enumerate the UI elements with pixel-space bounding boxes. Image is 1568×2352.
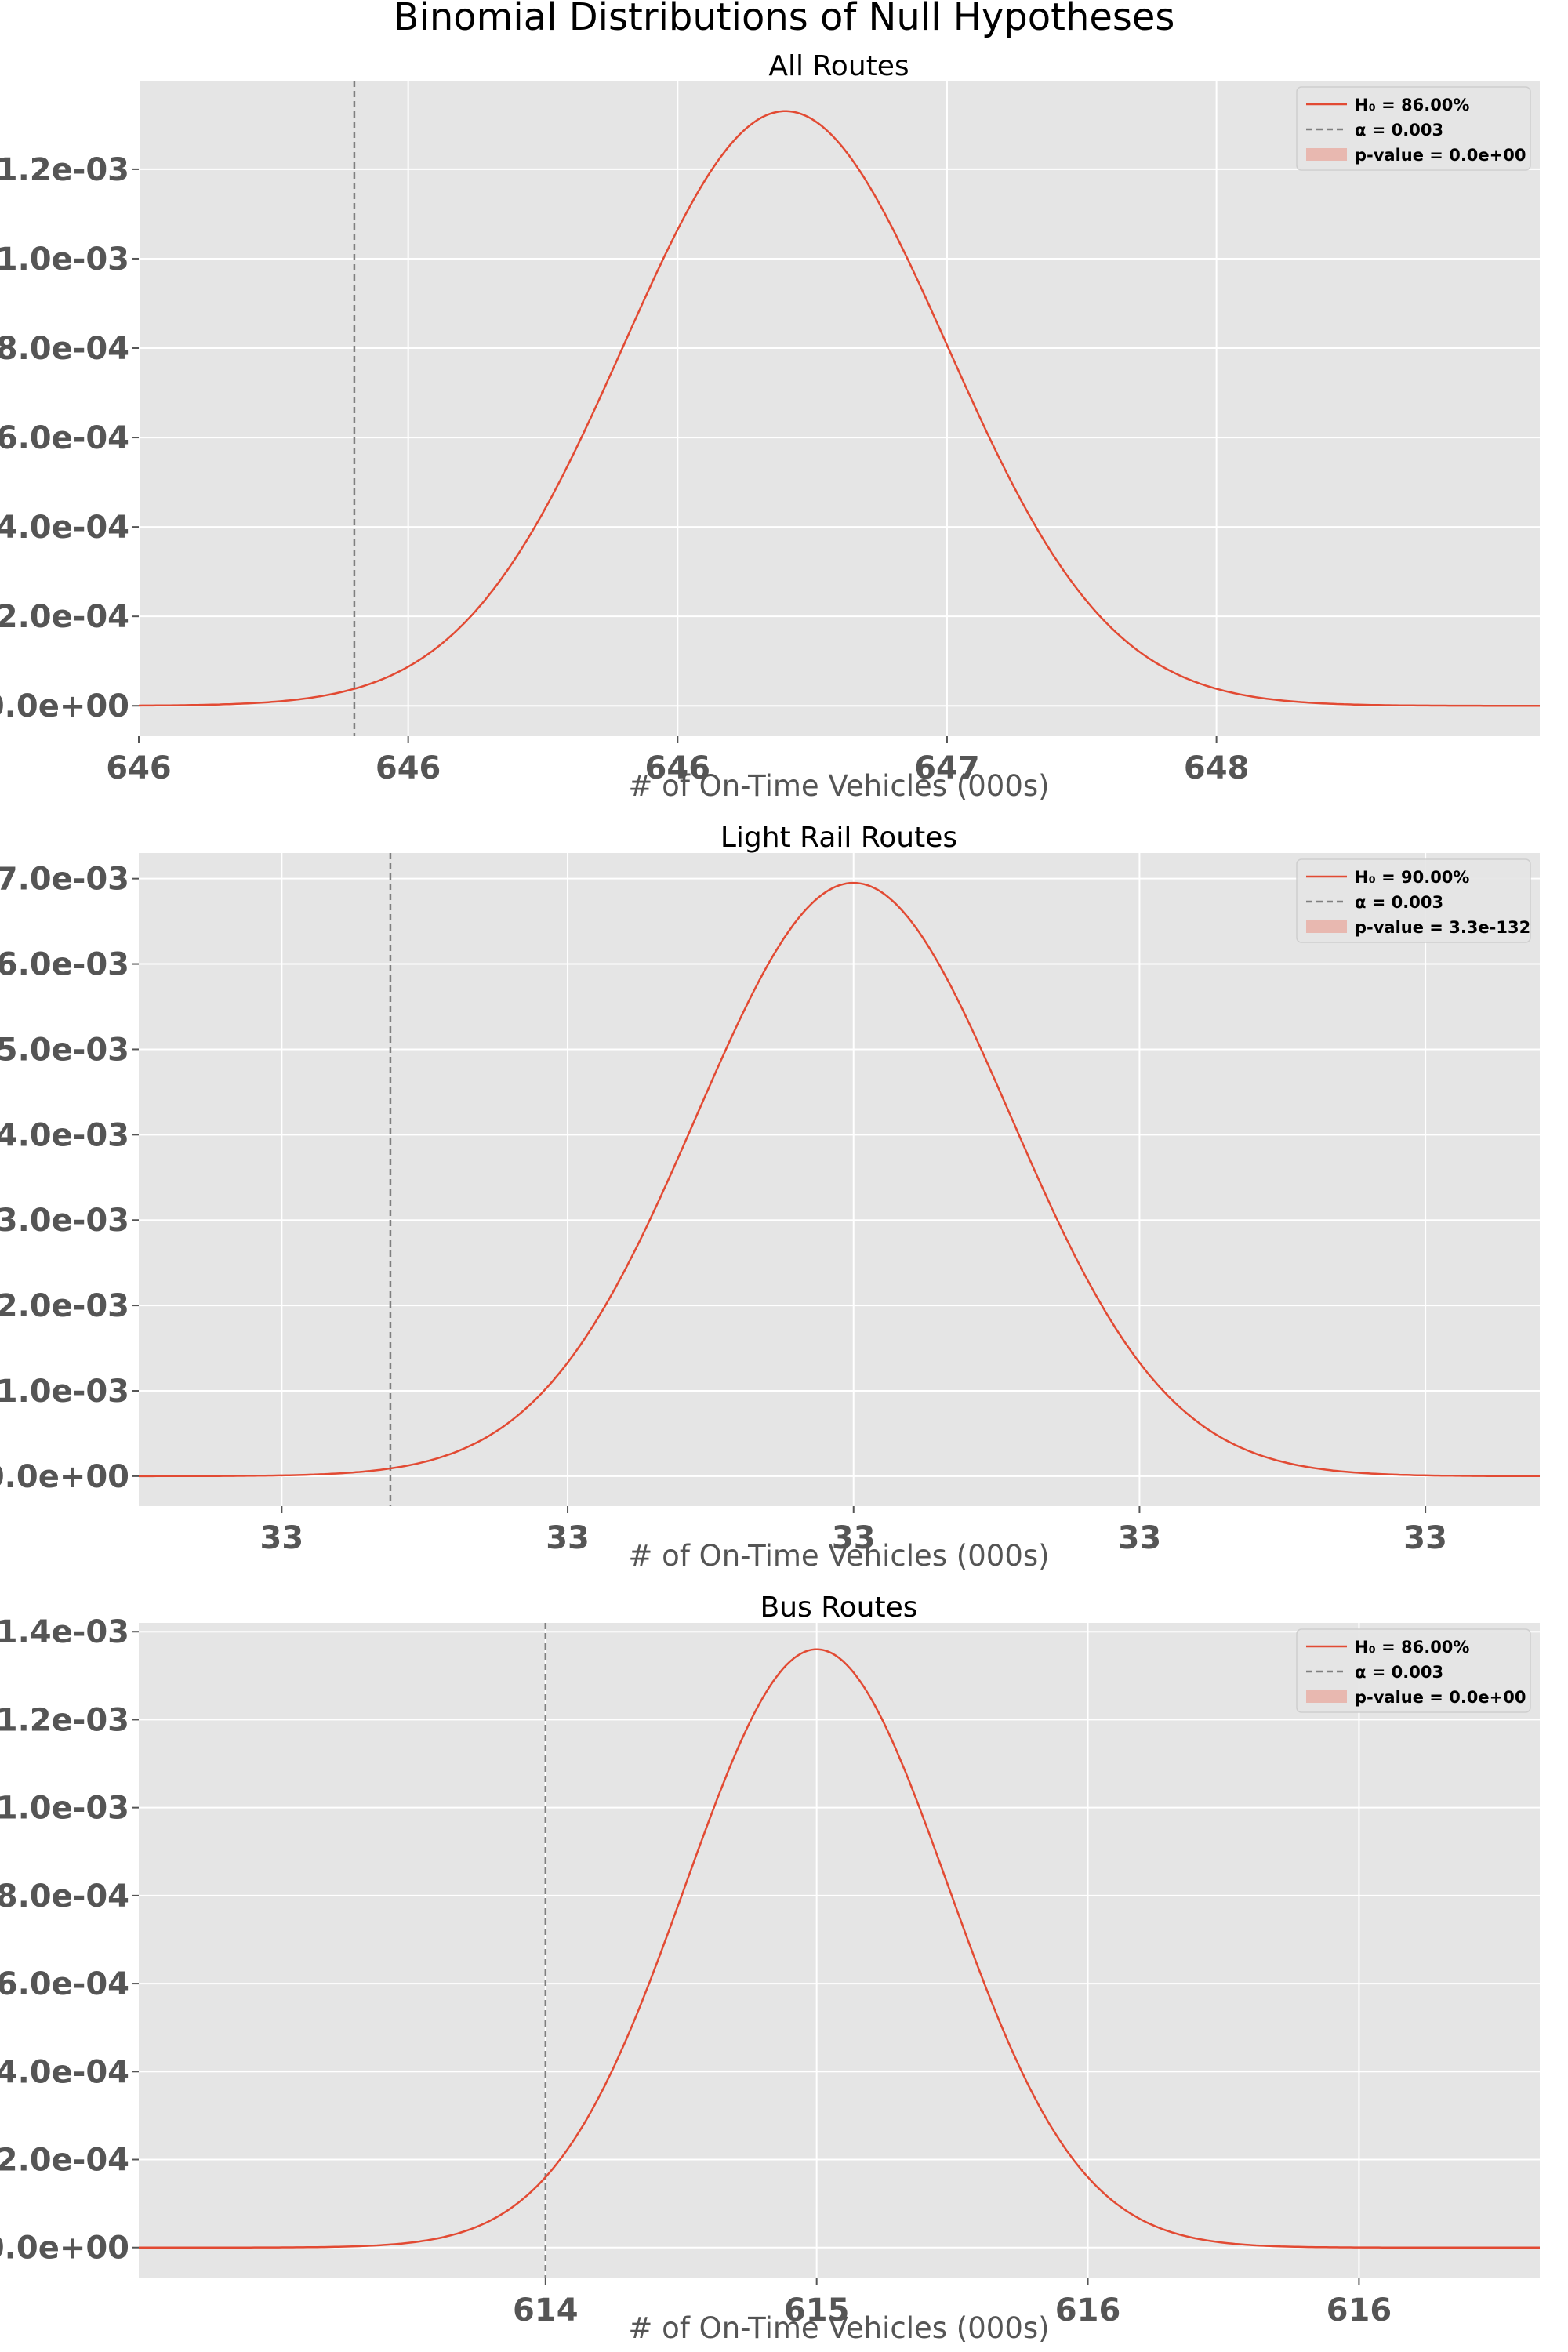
x-tick-label: 616 [1327,2292,1392,2328]
x-axis-ticks: 614 615 616 616 [513,2278,1392,2328]
plot-marks [139,1623,1540,2278]
y-tick-label: 1.4e-03 [0,1614,129,1650]
legend-swatch-pvalue [1306,920,1347,933]
figure-title: Binomial Distributions of Null Hypothese… [394,0,1175,39]
legend-swatch-pvalue [1306,1690,1347,1703]
x-tick-label: 646 [645,750,711,786]
x-tick-label: 33 [1403,1520,1447,1556]
plot-area [139,1623,1540,2278]
y-tick-label: 1.0e-03 [0,1374,129,1410]
legend-label: p-value = 3.3e-132 [1355,918,1530,937]
y-tick-label: 2.0e-03 [0,1288,129,1324]
x-axis-label: # of On-Time Vehicles (000s) [628,2311,1049,2345]
legend: H₀ = 86.00% α = 0.003 p-value = 0.0e+00 [1296,86,1531,171]
y-axis-ticks: 0.0e+00 2.0e-04 4.0e-04 6.0e-04 8.0e-04 1.0e-… [0,152,139,724]
x-tick-label: 647 [914,750,980,786]
y-tick-label: 5.0e-03 [0,1032,129,1068]
x-tick-label: 616 [1055,2292,1121,2328]
legend-label: p-value = 0.0e+00 [1355,146,1526,165]
y-tick-label: 6.0e-04 [0,1966,129,2002]
legend-label: H₀ = 86.00% [1355,96,1469,114]
y-tick-label: 0.0e+00 [0,1459,129,1495]
x-tick-label: 646 [376,750,441,786]
x-tick-label: 33 [832,1520,876,1556]
y-tick-label: 1.0e-03 [0,241,129,278]
legend-label: p-value = 0.0e+00 [1355,1688,1526,1707]
x-tick-label: 614 [513,2292,579,2328]
legend-label: H₀ = 86.00% [1355,1638,1469,1657]
x-tick-label: 646 [106,750,172,786]
y-tick-label: 8.0e-04 [0,1878,129,1915]
null-hypothesis-curve [139,1648,1540,2249]
gridlines [138,81,1540,736]
panel-title: Bus Routes [760,1592,918,1624]
legend-box [1296,858,1531,943]
panel-light-rail-routes: Light Rail Routes 0.0e+00 1.0e-03 2.0e-03 3… [0,822,1540,1573]
legend: H₀ = 90.00% α = 0.003 p-value = 3.3e-132 [1296,858,1531,943]
legend-label: H₀ = 90.00% [1355,868,1469,887]
y-tick-label: 1.0e-03 [0,1791,129,1827]
x-tick-label: 33 [260,1520,304,1556]
legend-box [1296,86,1531,171]
y-axis-ticks: 0.0e+00 1.0e-03 2.0e-03 3.0e-03 4.0e-03 5.0e-… [0,862,139,1495]
plot-marks [139,853,1540,1506]
y-tick-label: 0.0e+00 [0,2230,129,2267]
y-tick-label: 8.0e-04 [0,331,129,367]
y-tick-label: 6.0e-03 [0,947,129,983]
x-tick-label: 33 [1118,1520,1162,1556]
y-tick-label: 3.0e-03 [0,1203,129,1239]
legend: H₀ = 86.00% α = 0.003 p-value = 0.0e+00 [1296,1628,1531,1713]
plot-marks [138,81,1540,736]
legend-swatch-pvalue [1306,148,1347,161]
x-axis-label: # of On-Time Vehicles (000s) [628,1539,1049,1573]
y-tick-label: 1.2e-03 [0,1702,129,1738]
y-axis-ticks: 0.0e+00 2.0e-04 4.0e-04 6.0e-04 8.0e-04 1.0e-… [0,1614,139,2267]
legend-label: α = 0.003 [1355,121,1443,140]
plot-area [139,81,1540,736]
y-tick-label: 7.0e-03 [0,862,129,898]
legend-label: α = 0.003 [1355,1663,1443,1682]
y-tick-label: 4.0e-03 [0,1117,129,1153]
y-tick-label: 6.0e-04 [0,420,129,456]
y-tick-label: 1.2e-03 [0,152,129,188]
plot-area [139,853,1540,1506]
y-tick-label: 2.0e-04 [0,2143,129,2179]
x-tick-label: 648 [1184,750,1250,786]
y-tick-label: 2.0e-04 [0,599,129,635]
x-tick-label: 33 [546,1520,590,1556]
panel-title: Light Rail Routes [720,822,957,854]
legend-box [1296,1628,1531,1713]
x-tick-label: 615 [784,2292,850,2328]
y-tick-label: 4.0e-04 [0,2054,129,2090]
y-tick-label: 4.0e-04 [0,510,129,546]
null-hypothesis-curve [139,881,1540,1478]
y-tick-label: 0.0e+00 [0,688,129,724]
x-axis-label: # of On-Time Vehicles (000s) [628,769,1049,803]
x-axis-ticks: 646 646 646 647 648 [106,736,1249,786]
legend-label: α = 0.003 [1355,893,1443,912]
panel-bus-routes: Bus Routes 0.0e+00 2.0e-04 4.0e-04 6.0e-04 8… [0,1592,1540,2345]
panel-title: All Routes [768,50,909,82]
null-hypothesis-curve [138,110,1540,707]
panel-all-routes: All Routes 0.0e+00 2.0e-04 4.0e-04 6.0e-04 8… [0,50,1540,803]
x-axis-ticks: 33 33 33 33 33 [260,1506,1447,1556]
